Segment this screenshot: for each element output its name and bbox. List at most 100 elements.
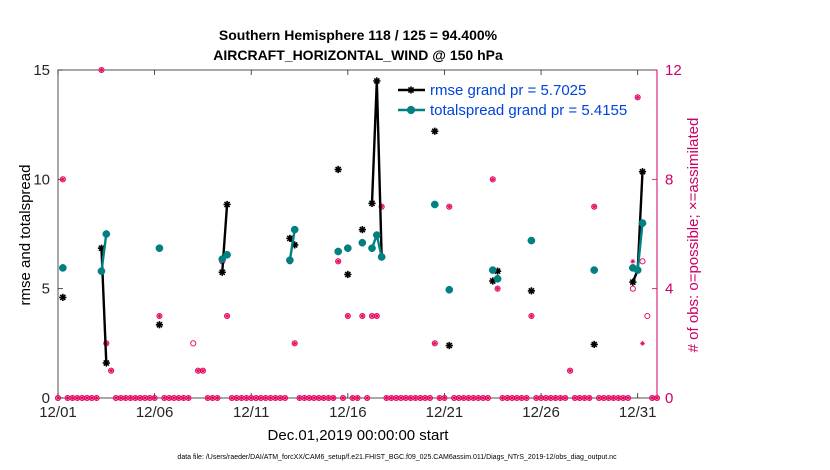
spread-point	[286, 256, 294, 265]
obs-zero-assimilated-marker	[620, 395, 626, 401]
legend-marker-rmse	[407, 86, 415, 94]
obs-zero-assimilated-marker	[504, 395, 510, 401]
obs-zero-possible-marker	[624, 394, 632, 402]
obs-assimilated-marker	[292, 340, 298, 346]
obs-assimilated-marker	[157, 313, 162, 319]
obs-possible-marker	[494, 285, 501, 292]
x-axis-label: Dec.01,2019 00:00:00 start	[268, 427, 450, 444]
obs-zero-assimilated-marker	[524, 395, 529, 401]
obs-zero-assimilated-marker	[456, 395, 462, 401]
rmse-point	[155, 321, 164, 329]
obs-zero-assimilated-marker	[355, 395, 360, 401]
obs-zero-assimilated-marker	[142, 395, 148, 401]
rmse-point	[286, 234, 294, 242]
legend-label-rmse: rmse grand pr = 5.7025	[430, 82, 586, 99]
obs-zero-assimilated-marker	[128, 395, 133, 401]
obs-zero-assimilated-marker	[171, 395, 177, 401]
obs-zero-assimilated-marker	[137, 395, 143, 401]
obs-zero-assimilated-marker	[350, 395, 356, 401]
obs-possible-marker	[431, 340, 438, 347]
obs-possible-marker	[634, 94, 641, 101]
spread-series-line	[288, 229, 296, 261]
obs-zero-possible-marker	[330, 394, 337, 402]
spread-series-line	[100, 233, 108, 272]
obs-zero-assimilated-marker	[422, 395, 428, 401]
rmse-point	[431, 127, 439, 135]
x-tick-label: 12/01	[39, 404, 77, 421]
rmse-point	[334, 165, 342, 174]
chart-title: Southern Hemisphere 118 / 125 = 94.400%	[219, 27, 498, 43]
obs-zero-assimilated-marker	[596, 395, 602, 401]
obs-zero-assimilated-marker	[413, 395, 418, 401]
y2-axis-label: # of obs: o=possible; ×=assimilated	[685, 118, 702, 353]
obs-possible-marker	[489, 176, 496, 183]
obs-assimilated-marker	[369, 313, 375, 319]
obs-assimilated-marker	[640, 340, 645, 346]
spread-point	[58, 264, 67, 272]
obs-zero-assimilated-marker	[306, 395, 312, 401]
spread-point	[377, 253, 386, 261]
obs-zero-assimilated-marker	[176, 395, 182, 401]
obs-zero-assimilated-marker	[509, 395, 515, 401]
spread-point	[590, 266, 599, 274]
obs-zero-assimilated-marker	[403, 395, 409, 401]
obs-zero-assimilated-marker	[398, 395, 404, 401]
obs-possible-marker	[224, 312, 231, 320]
obs-possible-marker	[98, 66, 105, 74]
spread-point	[527, 236, 536, 245]
rmse-point	[527, 287, 536, 295]
obs-assimilated-marker	[108, 368, 114, 374]
obs-zero-possible-marker	[484, 394, 491, 402]
obs-zero-assimilated-marker	[649, 395, 655, 401]
obs-zero-assimilated-marker	[243, 395, 249, 401]
rmse-point	[368, 199, 376, 207]
obs-assimilated-marker	[224, 313, 230, 319]
obs-zero-assimilated-marker	[65, 395, 71, 401]
obs-zero-assimilated-marker	[268, 395, 273, 401]
obs-possible-marker	[446, 203, 453, 210]
obs-zero-assimilated-marker	[577, 395, 583, 401]
obs-zero-assimilated-marker	[248, 395, 254, 401]
obs-zero-assimilated-marker	[611, 395, 616, 401]
obs-zero-possible-marker	[441, 394, 448, 402]
x-tick-label: 12/11	[233, 404, 269, 421]
y-tick-label: 10	[33, 171, 50, 188]
obs-zero-assimilated-marker	[181, 395, 186, 401]
obs-zero-assimilated-marker	[316, 395, 322, 401]
spread-point	[372, 231, 381, 239]
spread-point	[102, 230, 111, 238]
obs-assimilated-marker	[99, 67, 104, 73]
obs-zero-possible-marker	[562, 394, 569, 402]
obs-zero-assimilated-marker	[364, 395, 370, 401]
spread-point	[97, 267, 106, 276]
obs-zero-assimilated-marker	[427, 395, 433, 401]
obs-zero-assimilated-marker	[654, 395, 660, 401]
obs-zero-assimilated-marker	[480, 395, 486, 401]
obs-zero-assimilated-marker	[215, 395, 220, 401]
spread-point	[368, 244, 376, 253]
obs-zero-assimilated-marker	[55, 395, 61, 401]
obs-assimilated-marker	[359, 313, 365, 319]
obs-possible-marker	[190, 340, 197, 347]
obs-assimilated-marker	[495, 286, 500, 292]
spread-point	[430, 200, 439, 209]
y2-tick-label: 12	[665, 62, 682, 79]
obs-zero-assimilated-marker	[258, 395, 264, 401]
obs-zero-assimilated-marker	[572, 395, 578, 401]
obs-zero-assimilated-marker	[186, 395, 191, 401]
x-tick-label: 12/26	[522, 404, 560, 421]
obs-zero-assimilated-marker	[384, 395, 389, 401]
obs-zero-assimilated-marker	[393, 395, 399, 401]
obs-possible-marker	[591, 203, 598, 210]
spread-point	[223, 250, 231, 259]
obs-zero-possible-marker	[586, 394, 593, 402]
legend-marker-spread	[406, 105, 416, 115]
obs-zero-assimilated-marker	[147, 395, 153, 401]
obs-assimilated-marker	[432, 340, 438, 346]
rmse-point	[59, 293, 67, 302]
x-tick-label: 12/16	[329, 404, 367, 421]
obs-zero-assimilated-marker	[277, 395, 283, 401]
obs-zero-possible-marker	[185, 394, 192, 402]
obs-zero-assimilated-marker	[210, 395, 215, 401]
